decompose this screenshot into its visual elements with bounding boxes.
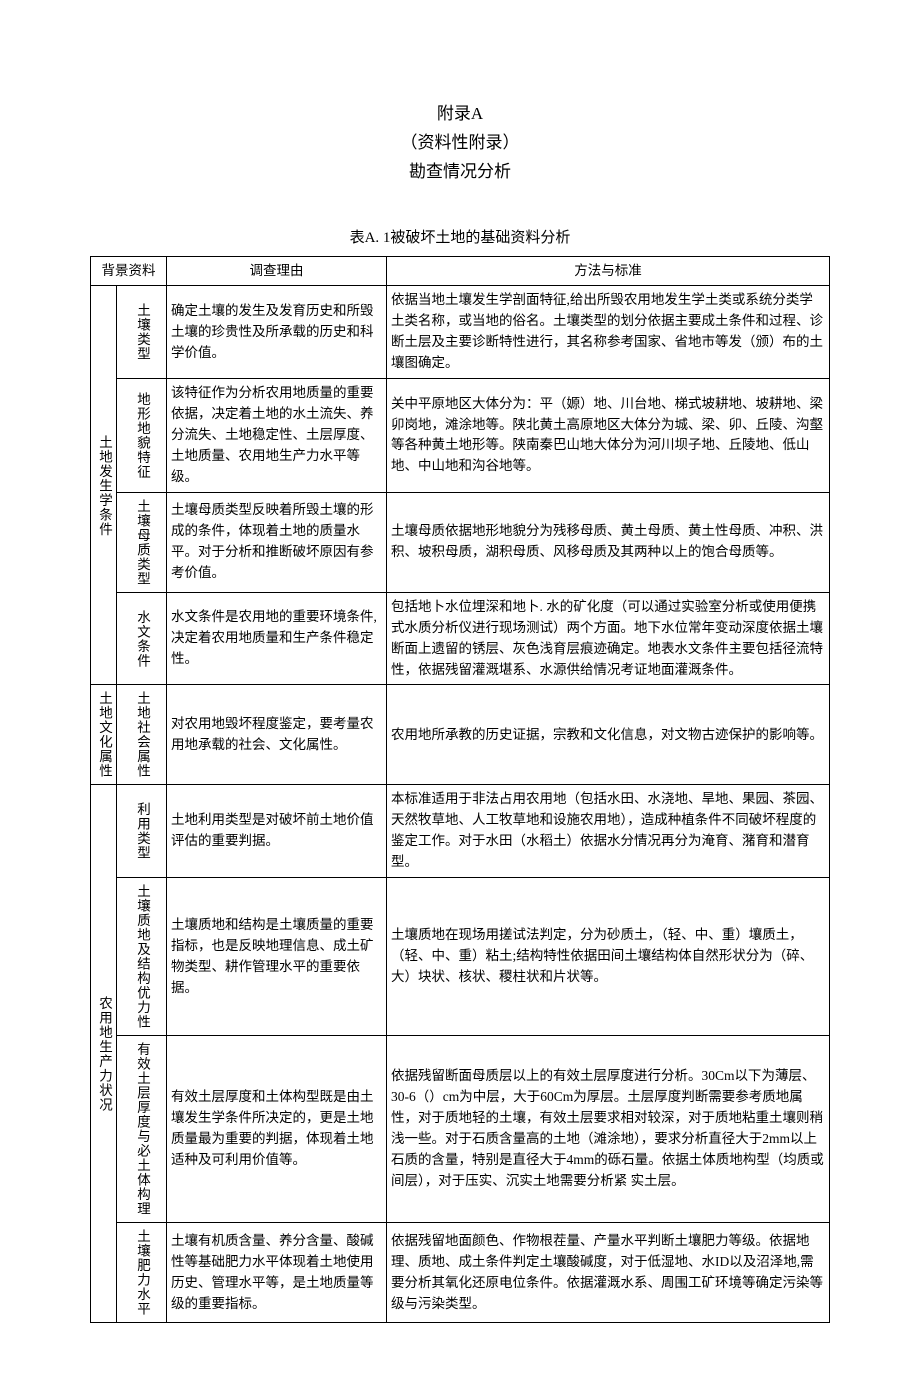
- g1r0-sub: 土壤类型: [117, 286, 167, 379]
- g2r0-sub: 土地社会属性: [117, 685, 167, 785]
- header-bg: 背景资料: [91, 256, 167, 286]
- g3r0-sub: 利用类型: [117, 785, 167, 878]
- g1r0-method: 依据当地土壤发生学剖面特征,给出所毁农用地发生学土类或系统分类学土类名称，或当地…: [387, 286, 830, 379]
- g2r0-reason: 对农用地毁坏程度鉴定，要考量农用地承载的社会、文化属性。: [167, 685, 387, 785]
- group3-name: 农用地生产力状况: [91, 785, 117, 1323]
- g3r3-method: 依据残留地面颜色、作物根茬量、产量水平判断土壤肥力等级。依据地理、质地、成土条件…: [387, 1223, 830, 1323]
- g3r1-sub: 土壤质地及结构优力性: [117, 878, 167, 1036]
- g1r2-reason: 土壤母质类型反映着所毁土壤的形成的条件，体现着土地的质量水平。对于分析和推断破坏…: [167, 492, 387, 592]
- g1r1-reason: 该特征作为分析农用地质量的重要依据，决定着土地的水土流失、养分流失、土地稳定性、…: [167, 379, 387, 493]
- g1r1-method: 关中平原地区大体分为：平（嫄）地、川台地、梯式坡耕地、坡耕地、梁卯岗地，滩涂地等…: [387, 379, 830, 493]
- g1r2-sub: 土壤母质类型: [117, 492, 167, 592]
- title-line-2: （资料性附录）: [90, 129, 830, 156]
- g2r0-method: 农用地所承教的历史证据，宗教和文化信息，对文物古迹保护的影响等。: [387, 685, 830, 785]
- table-row: 土地发生学条件 土壤类型 确定土壤的发生及发育历史和所毁土壤的珍贵性及所承载的历…: [91, 286, 830, 379]
- g1r3-sub: 水文条件: [117, 592, 167, 685]
- analysis-table: 背景资料 调查理由 方法与标准 土地发生学条件 土壤类型 确定土壤的发生及发育历…: [90, 256, 830, 1324]
- table-row: 土壤质地及结构优力性 土壤质地和结构是土壤质量的重要指标，也是反映地理信息、成土…: [91, 878, 830, 1036]
- g3r3-reason: 土壤有机质含量、养分含量、酸碱性等基础肥力水平体现着土地使用历史、管理水平等，是…: [167, 1223, 387, 1323]
- table-row: 土壤肥力水平 土壤有机质含量、养分含量、酸碱性等基础肥力水平体现着土地使用历史、…: [91, 1223, 830, 1323]
- g3r1-method: 土壤质地在现场用搓试法判定，分为砂质土，（轻、中、重）壤质土，（轻、中、重）粘土…: [387, 878, 830, 1036]
- g3r2-method: 依据残留断面母质层以上的有效土层厚度进行分析。30Cm以下为薄层、30-6（）c…: [387, 1036, 830, 1223]
- g1r3-method: 包括地卜水位埋深和地卜. 水的矿化度（可以通过实验室分析或使用便携式水质分析仪进…: [387, 592, 830, 685]
- table-row: 有效土层厚度与必土体构理 有效土层厚度和土体构型既是由土壤发生学条件所决定的，更…: [91, 1036, 830, 1223]
- g3r3-sub: 土壤肥力水平: [117, 1223, 167, 1323]
- appendix-title: 附录A （资料性附录） 勘查情况分析: [90, 100, 830, 186]
- header-reason: 调查理由: [167, 256, 387, 286]
- table-row: 土地文化属性 土地社会属性 对农用地毁坏程度鉴定，要考量农用地承载的社会、文化属…: [91, 685, 830, 785]
- title-line-3: 勘查情况分析: [90, 158, 830, 185]
- group1-name: 土地发生学条件: [91, 286, 117, 685]
- header-method: 方法与标准: [387, 256, 830, 286]
- g1r3-reason: 水文条件是农用地的重要环境条件,决定着农用地质量和生产条件稳定性。: [167, 592, 387, 685]
- g1r0-reason: 确定土壤的发生及发育历史和所毁土壤的珍贵性及所承载的历史和科学价值。: [167, 286, 387, 379]
- title-line-1: 附录A: [90, 100, 830, 127]
- g3r0-reason: 土地利用类型是对破坏前土地价值评估的重要判据。: [167, 785, 387, 878]
- table-row: 地形地貌特征 该特征作为分析农用地质量的重要依据，决定着土地的水土流失、养分流失…: [91, 379, 830, 493]
- g3r1-reason: 土壤质地和结构是土壤质量的重要指标，也是反映地理信息、成土矿物类型、耕作管理水平…: [167, 878, 387, 1036]
- table-header-row: 背景资料 调查理由 方法与标准: [91, 256, 830, 286]
- g1r2-method: 土壤母质依据地形地貌分为残移母质、黄土母质、黄土性母质、冲积、洪积、坡积母质，湖…: [387, 492, 830, 592]
- table-row: 农用地生产力状况 利用类型 土地利用类型是对破坏前土地价值评估的重要判据。 本标…: [91, 785, 830, 878]
- g3r2-reason: 有效土层厚度和土体构型既是由土壤发生学条件所决定的，更是土地质量最为重要的判据，…: [167, 1036, 387, 1223]
- g3r0-method: 本标准适用于非法占用农用地（包括水田、水浇地、旱地、果园、茶园、天然牧草地、人工…: [387, 785, 830, 878]
- g3r2-sub: 有效土层厚度与必土体构理: [117, 1036, 167, 1223]
- table-row: 土壤母质类型 土壤母质类型反映着所毁土壤的形成的条件，体现着土地的质量水平。对于…: [91, 492, 830, 592]
- group2-name: 土地文化属性: [91, 685, 117, 785]
- table-row: 水文条件 水文条件是农用地的重要环境条件,决定着农用地质量和生产条件稳定性。 包…: [91, 592, 830, 685]
- g1r1-sub: 地形地貌特征: [117, 379, 167, 493]
- table-caption: 表A. 1被破坏土地的基础资料分析: [90, 226, 830, 250]
